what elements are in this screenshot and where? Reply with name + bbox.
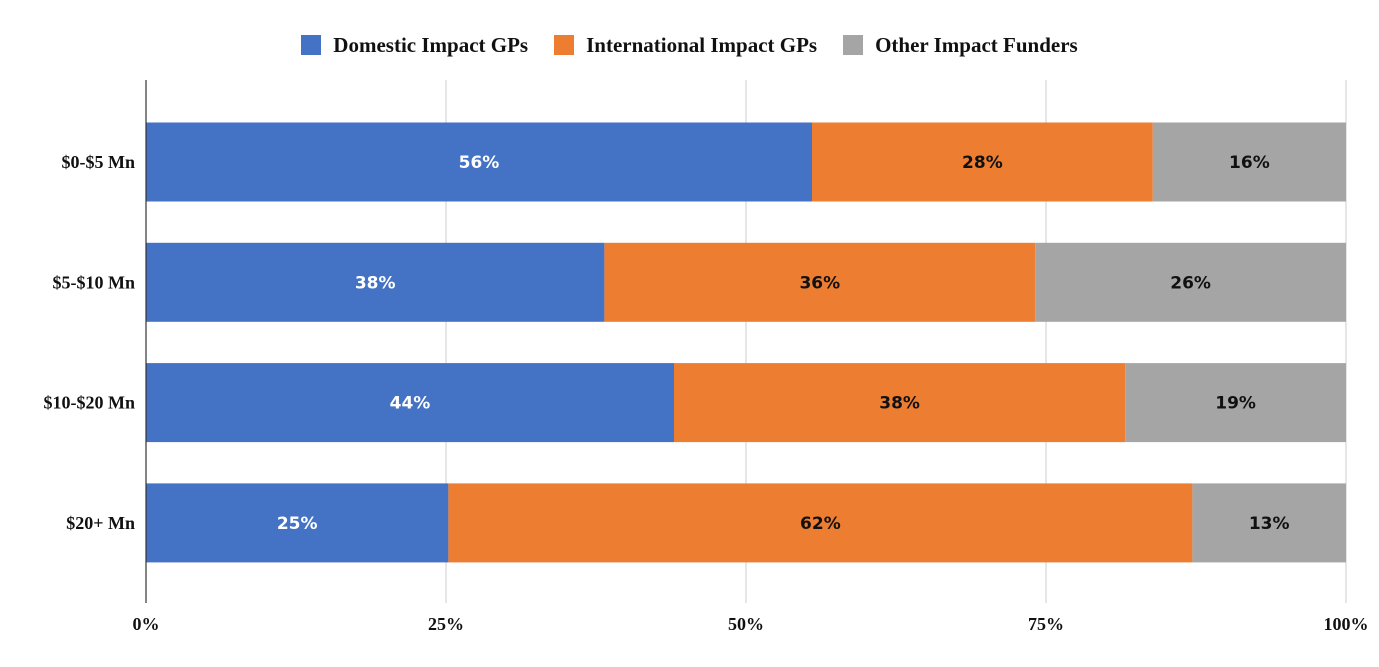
data-label-0-1: 38% (355, 273, 396, 293)
x-tick-label-100: 100% (1324, 614, 1369, 634)
legend-item-other: Other Impact Funders (843, 33, 1078, 58)
data-label-2-1: 26% (1170, 273, 1211, 293)
category-label-0: $0-$5 Mn (62, 152, 136, 172)
data-label-1-1: 36% (799, 273, 840, 293)
bar-1-3 (448, 483, 1193, 563)
legend-swatch-other (843, 35, 864, 55)
data-label-1-3: 62% (800, 514, 841, 534)
bar-0-0 (146, 122, 812, 202)
legend: Domestic Impact GPs International Impact… (0, 28, 1379, 62)
data-label-0-0: 56% (459, 153, 500, 173)
data-label-2-0: 16% (1229, 153, 1270, 173)
bar-1-1 (604, 242, 1036, 322)
bar-2-0 (1152, 122, 1346, 202)
data-label-0-3: 25% (277, 514, 318, 534)
bar-2-3 (1192, 483, 1346, 563)
legend-swatch-international (554, 35, 575, 55)
legend-swatch-domestic (301, 35, 322, 55)
bars (146, 122, 1346, 563)
bar-1-0 (812, 122, 1153, 202)
category-label-2: $10-$20 Mn (44, 393, 136, 413)
bar-2-2 (1125, 363, 1346, 443)
legend-label-domestic: Domestic Impact GPs (333, 32, 529, 57)
bar-0-3 (146, 483, 449, 563)
bar-0-1 (146, 242, 605, 322)
bar-1-2 (674, 363, 1126, 443)
data-label-2-2: 19% (1215, 394, 1256, 414)
x-tick-label-75: 75% (1028, 614, 1064, 634)
data-labels: 56% 28% 16% 38% 36% 26% 44% 38% 19% 25% 62% 13% (277, 153, 1290, 534)
legend-label-other: Other Impact Funders (875, 32, 1078, 57)
category-label-3: $20+ Mn (66, 513, 135, 533)
legend-item-domestic: Domestic Impact GPs (301, 33, 528, 58)
data-label-1-2: 38% (879, 394, 920, 414)
x-tick-label-0: 0% (133, 614, 160, 634)
data-label-2-3: 13% (1249, 514, 1290, 534)
bar-2-1 (1035, 242, 1346, 322)
x-tick-label-25: 25% (428, 614, 464, 634)
bar-0-2 (146, 363, 674, 443)
legend-label-international: International Impact GPs (586, 32, 818, 57)
x-tick-label-50: 50% (728, 614, 764, 634)
legend-item-international: International Impact GPs (554, 33, 817, 58)
data-label-1-0: 28% (962, 153, 1003, 173)
axes: 0% 25% 50% 75% 100% $0-$5 Mn $5-$10 Mn $10-$20 … (44, 80, 1369, 634)
data-label-0-2: 44% (390, 394, 431, 414)
category-label-1: $5-$10 Mn (53, 272, 136, 292)
